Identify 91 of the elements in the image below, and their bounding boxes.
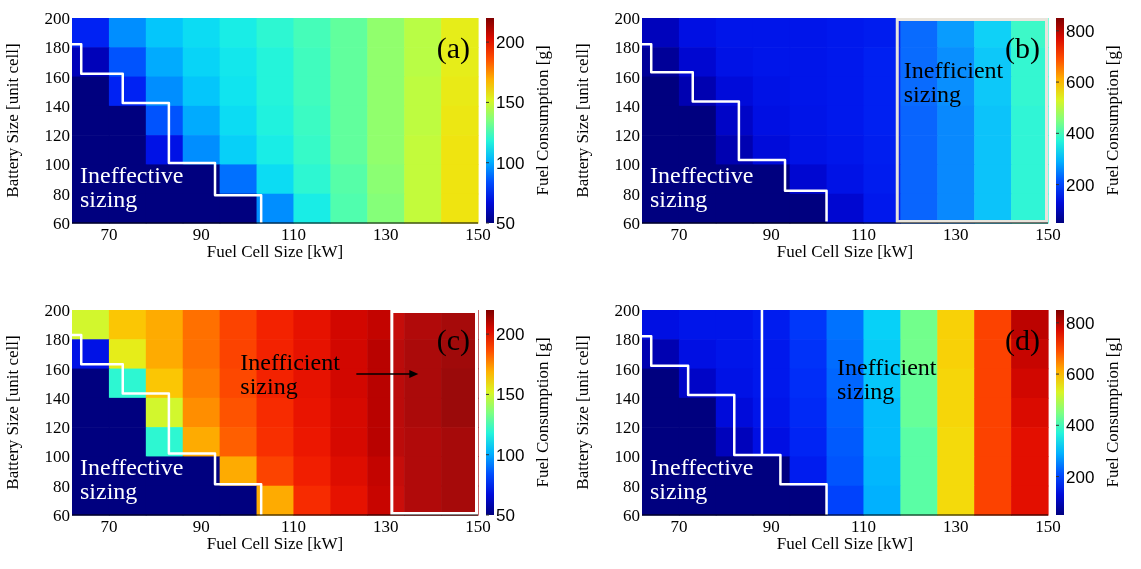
x-axis-title: Fuel Cell Size [kW] xyxy=(776,534,914,553)
y-tick-label: 160 xyxy=(614,67,640,87)
y-tick-label: 160 xyxy=(44,359,70,379)
y-tick-label: 120 xyxy=(44,418,70,438)
x-tick-label: 110 xyxy=(281,517,306,536)
y-tick-label: 80 xyxy=(623,184,640,204)
annotation: Ineffective sizing xyxy=(650,162,754,212)
color-bar-title: Fuel Consumption [g] xyxy=(1103,45,1122,196)
x-axis-title: Fuel Cell Size [kW] xyxy=(776,242,914,261)
y-tick-label: 140 xyxy=(614,96,640,116)
color-bar-label: 200 xyxy=(496,325,525,345)
y-tick-label: 200 xyxy=(614,301,640,320)
y-tick-label: 200 xyxy=(44,9,70,28)
color-bar-title: Fuel Consumption [g] xyxy=(533,45,552,196)
x-tick-label: 110 xyxy=(281,225,306,244)
x-tick-label: 70 xyxy=(100,225,118,244)
y-tick-label: 180 xyxy=(614,330,640,350)
x-tick-label: 90 xyxy=(192,517,210,536)
x-tick-label: 70 xyxy=(670,225,688,244)
color-bar-label: 150 xyxy=(496,93,525,113)
color-bar-label: 100 xyxy=(496,445,525,465)
x-tick-label: 70 xyxy=(100,517,118,536)
chart-title: (a) xyxy=(436,31,470,65)
annotation: Inefficient sizing xyxy=(837,354,937,404)
chart-title: (b) xyxy=(1005,31,1040,65)
chart-title: (c) xyxy=(436,323,470,357)
x-tick-label: 130 xyxy=(942,225,969,244)
color-bar-label: 50 xyxy=(496,214,515,233)
color-bar-label: 200 xyxy=(1066,467,1095,487)
y-tick-label: 80 xyxy=(53,476,70,496)
x-tick-label: 130 xyxy=(372,517,399,536)
y-tick-label: 200 xyxy=(44,301,70,320)
color-bar-label: 600 xyxy=(1066,365,1095,385)
y-tick-label: 120 xyxy=(44,126,70,146)
x-axis-title: Fuel Cell Size [kW] xyxy=(206,242,344,261)
annotation: Ineffective sizing xyxy=(80,162,184,212)
x-tick-label: 90 xyxy=(762,225,780,244)
y-tick-label: 160 xyxy=(614,359,640,379)
annotation: Ineffective sizing xyxy=(650,454,754,504)
y-tick-label: 60 xyxy=(53,214,70,233)
y-tick-label: 100 xyxy=(44,155,70,175)
y-tick-label: 60 xyxy=(623,506,640,525)
x-tick-label: 150 xyxy=(465,225,491,244)
annotation: Inefficient sizing xyxy=(903,57,1004,107)
color-bar-label: 200 xyxy=(496,33,525,53)
y-tick-label: 160 xyxy=(44,67,70,87)
color-bar-label: 100 xyxy=(496,153,525,173)
color-bar-title: Fuel Consumption [g] xyxy=(533,337,552,488)
y-axis-title: Battery Size [unit cell] xyxy=(573,335,592,490)
y-tick-label: 180 xyxy=(44,330,70,350)
color-bar-label: 800 xyxy=(1066,313,1095,333)
color-bar-label: 800 xyxy=(1066,21,1095,41)
color-bar-label: 400 xyxy=(1066,416,1095,436)
annotation: Inefficient sizing xyxy=(240,349,341,399)
y-tick-label: 140 xyxy=(44,388,70,408)
y-tick-label: 60 xyxy=(623,214,640,233)
y-tick-label: 120 xyxy=(614,126,640,146)
x-tick-label: 150 xyxy=(465,517,491,536)
y-tick-label: 80 xyxy=(53,184,70,204)
color-bar-label: 400 xyxy=(1066,124,1095,144)
y-tick-label: 60 xyxy=(53,506,70,525)
y-tick-label: 120 xyxy=(614,418,640,438)
y-axis-title: Battery Size [unit cell] xyxy=(3,335,22,490)
y-axis-title: Battery Size [unit cell] xyxy=(3,43,22,198)
y-axis-title: Battery Size [unit cell] xyxy=(573,43,592,198)
x-tick-label: 130 xyxy=(942,517,969,536)
x-tick-label: 130 xyxy=(372,225,399,244)
annotation: Ineffective sizing xyxy=(80,454,184,504)
y-tick-label: 180 xyxy=(614,38,640,58)
x-tick-label: 150 xyxy=(1035,517,1061,536)
y-tick-label: 80 xyxy=(623,476,640,496)
color-bar-label: 150 xyxy=(496,385,525,405)
x-tick-label: 90 xyxy=(762,517,780,536)
color-bar-label: 600 xyxy=(1066,73,1095,93)
y-tick-label: 200 xyxy=(614,9,640,28)
y-tick-label: 100 xyxy=(614,155,640,175)
color-bar-label: 200 xyxy=(1066,175,1095,195)
y-tick-label: 140 xyxy=(614,388,640,408)
y-tick-label: 180 xyxy=(44,38,70,58)
x-tick-label: 110 xyxy=(851,517,876,536)
chart-title: (d) xyxy=(1005,323,1040,357)
x-tick-label: 70 xyxy=(670,517,688,536)
color-bar-title: Fuel Consumption [g] xyxy=(1103,337,1122,488)
x-tick-label: 110 xyxy=(851,225,876,244)
x-tick-label: 90 xyxy=(192,225,210,244)
color-bar-label: 50 xyxy=(496,506,515,525)
y-tick-label: 100 xyxy=(614,447,640,467)
x-axis-title: Fuel Cell Size [kW] xyxy=(206,534,344,553)
y-tick-label: 140 xyxy=(44,96,70,116)
y-tick-label: 100 xyxy=(44,447,70,467)
x-tick-label: 150 xyxy=(1035,225,1061,244)
